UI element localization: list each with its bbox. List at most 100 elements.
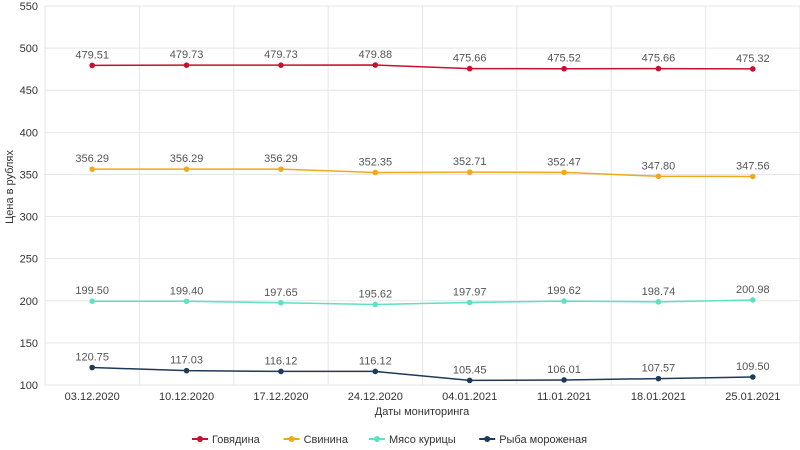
data-point[interactable] — [561, 377, 567, 383]
y-tick-label: 150 — [20, 338, 38, 350]
y-tick-label: 200 — [20, 296, 38, 308]
data-label: 105.45 — [453, 364, 487, 376]
data-point[interactable] — [466, 377, 473, 384]
legend-marker — [374, 436, 380, 442]
series-group — [89, 364, 756, 384]
data-point[interactable] — [89, 62, 95, 69]
data-label: 356.29 — [170, 153, 204, 165]
data-label: 195.62 — [358, 288, 392, 300]
data-point[interactable] — [89, 166, 95, 172]
series-line — [92, 64, 753, 70]
legend-item[interactable]: Рыба мороженая — [479, 434, 587, 446]
data-label: 106.01 — [547, 364, 581, 376]
x-axis-title: Даты мониторинга — [375, 406, 470, 418]
data-point[interactable] — [372, 62, 379, 68]
data-point[interactable] — [750, 66, 756, 72]
series-line — [92, 168, 753, 178]
y-tick-label: 450 — [20, 85, 38, 97]
series-group — [89, 62, 756, 72]
data-point[interactable] — [561, 298, 567, 304]
data-point[interactable] — [372, 301, 379, 308]
data-point[interactable] — [466, 299, 473, 306]
data-point[interactable] — [89, 364, 95, 371]
data-label: 120.75 — [75, 352, 109, 364]
data-point[interactable] — [750, 173, 756, 180]
x-tick-label: 10.12.2020 — [159, 391, 214, 403]
y-axis-ticks: 100 150 200 250 300 350 400 450 500 550 — [20, 1, 38, 392]
y-tick-label: 100 — [20, 380, 38, 392]
y-tick-label: 300 — [20, 212, 38, 224]
data-point[interactable] — [183, 298, 190, 305]
legend-item[interactable]: Мясо курицы — [369, 434, 456, 446]
data-label: 199.40 — [170, 285, 204, 297]
legend-item[interactable]: Говядина — [192, 434, 261, 446]
x-tick-label: 04.01.2021 — [442, 391, 497, 403]
data-point[interactable] — [183, 62, 190, 68]
data-labels: 479.51 479.73 479.73 479.88 475.66 475.52 475.… — [75, 49, 769, 376]
series-line — [92, 299, 753, 306]
legend-label: Мясо курицы — [389, 434, 456, 446]
data-label: 107.57 — [642, 363, 676, 375]
grid-lines — [44, 5, 800, 386]
x-tick-label: 25.01.2021 — [725, 391, 780, 403]
series-group — [89, 297, 756, 308]
data-label: 475.52 — [547, 53, 581, 65]
y-tick-label: 250 — [20, 254, 38, 266]
x-axis-ticks: 03.12.2020 10.12.2020 17.12.2020 24.12.2020… — [65, 391, 781, 403]
data-point[interactable] — [561, 65, 567, 72]
data-label: 199.62 — [547, 285, 581, 297]
data-label: 475.32 — [736, 53, 770, 65]
y-tick-label: 550 — [20, 1, 38, 13]
legend-label: Свинина — [304, 434, 349, 446]
legend-marker — [288, 436, 295, 442]
data-point[interactable] — [278, 62, 284, 68]
data-point[interactable] — [655, 299, 662, 305]
data-point[interactable] — [466, 169, 473, 175]
data-label: 356.29 — [264, 153, 298, 165]
data-point[interactable] — [655, 65, 662, 72]
data-point[interactable] — [655, 173, 662, 180]
data-point[interactable] — [278, 299, 284, 306]
data-label: 117.03 — [170, 355, 203, 367]
data-point[interactable] — [89, 298, 95, 304]
legend-item[interactable]: Свинина — [283, 434, 349, 446]
x-tick-label: 11.01.2021 — [537, 391, 591, 403]
data-label: 347.56 — [736, 160, 770, 172]
series-lines — [89, 62, 756, 384]
data-label: 109.50 — [736, 361, 770, 373]
legend: Говядина Свинина Мясо курицы Рыба мороженая — [192, 434, 587, 446]
data-point[interactable] — [278, 166, 284, 172]
data-point[interactable] — [372, 169, 379, 176]
y-axis-title: Цена в рублях — [4, 150, 16, 224]
x-tick-label: 18.01.2021 — [631, 391, 686, 403]
legend-marker — [484, 436, 491, 442]
data-label: 199.50 — [75, 285, 109, 297]
legend-label: Рыба мороженая — [499, 434, 587, 446]
data-point[interactable] — [183, 367, 190, 374]
data-label: 200.98 — [736, 284, 770, 296]
x-tick-label: 24.12.2020 — [348, 391, 403, 403]
data-point[interactable] — [750, 297, 756, 303]
data-point[interactable] — [466, 65, 473, 72]
data-label: 356.29 — [75, 153, 109, 165]
data-point[interactable] — [655, 375, 662, 382]
data-label: 479.51 — [75, 49, 109, 61]
data-label: 479.88 — [358, 49, 392, 61]
data-label: 347.80 — [642, 160, 676, 172]
y-tick-label: 350 — [20, 169, 38, 181]
data-label: 475.66 — [453, 53, 487, 65]
y-tick-label: 400 — [20, 127, 38, 139]
x-tick-label: 03.12.2020 — [65, 391, 120, 403]
data-point[interactable] — [183, 166, 190, 172]
data-point[interactable] — [561, 169, 567, 176]
data-label: 479.73 — [170, 49, 204, 61]
data-label: 352.47 — [547, 156, 581, 168]
data-label: 479.73 — [264, 49, 298, 61]
data-point[interactable] — [750, 374, 756, 380]
data-point[interactable] — [278, 368, 284, 375]
data-point[interactable] — [372, 368, 379, 375]
data-label: 352.71 — [453, 156, 487, 168]
series-group — [89, 166, 756, 180]
legend-label: Говядина — [212, 434, 261, 446]
